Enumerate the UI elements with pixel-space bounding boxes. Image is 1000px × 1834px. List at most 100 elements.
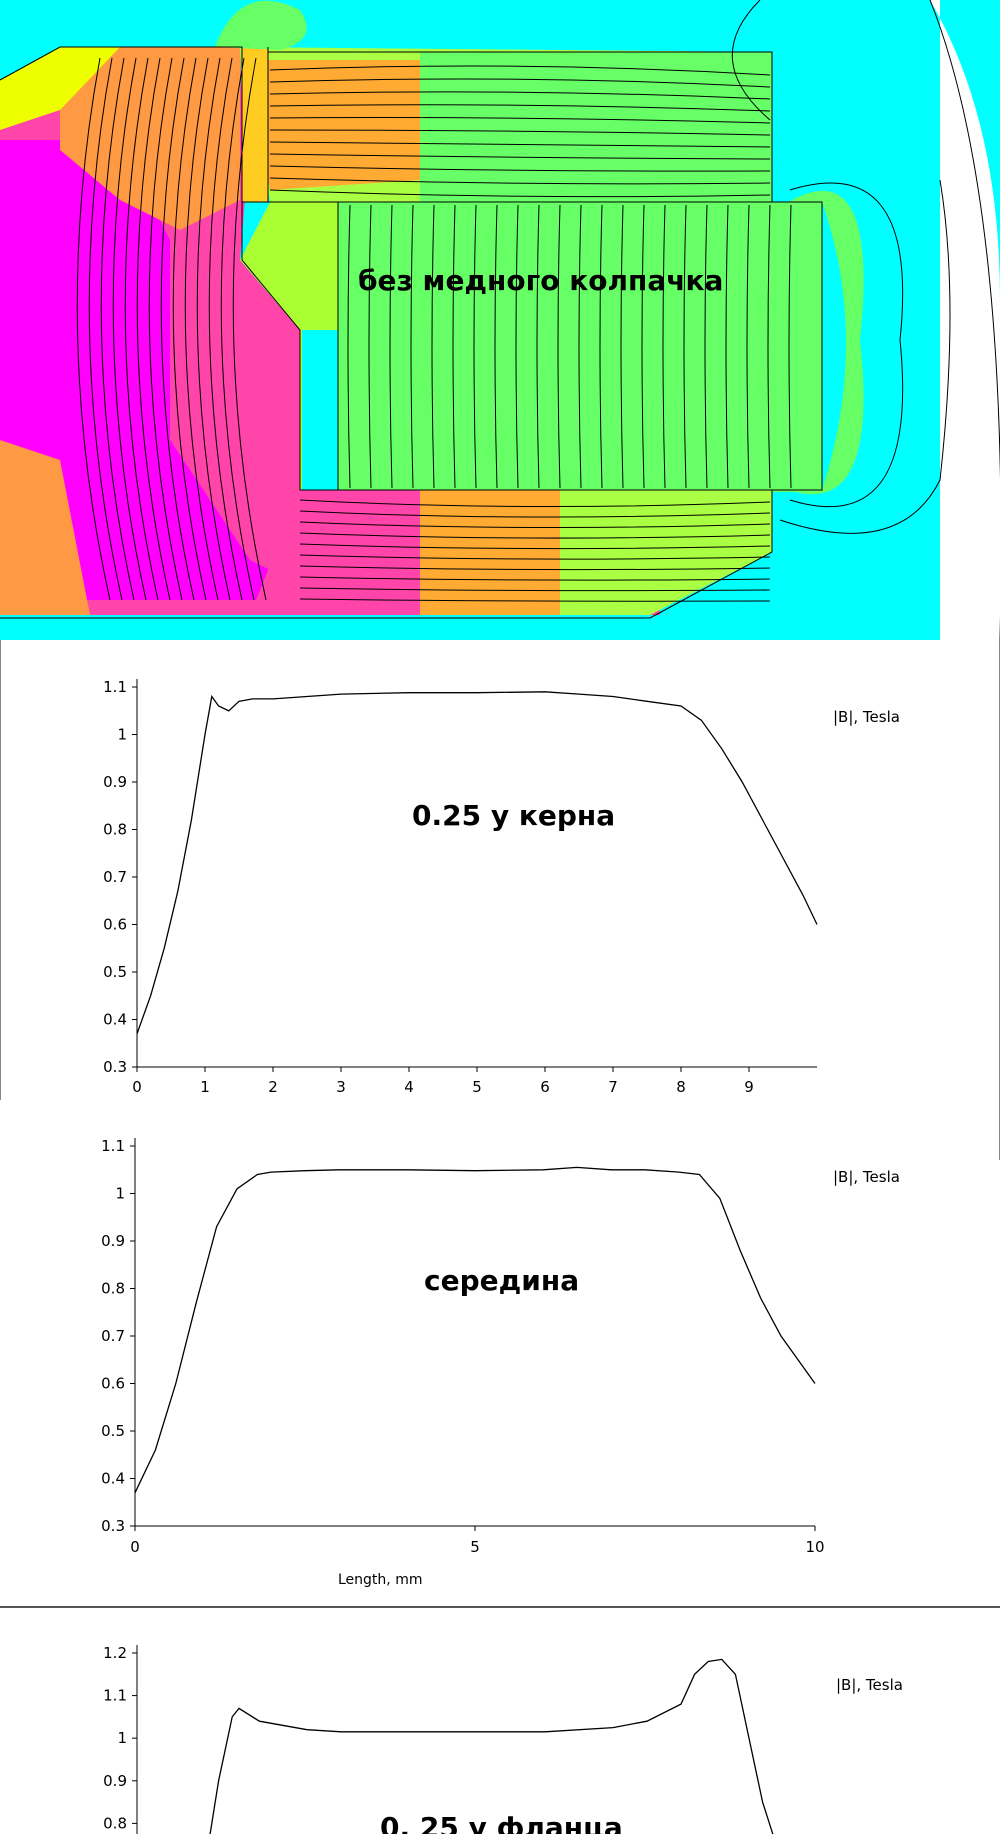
- magnet-region-magenta: [0, 140, 330, 600]
- flux-line-magnet: [124, 57, 159, 601]
- flux-line-lower: [299, 521, 771, 529]
- x-tick-label: 5: [472, 1078, 482, 1096]
- flux-line-core: [389, 204, 393, 489]
- flux-line-core: [473, 204, 477, 489]
- field-plot: без медного колпачка: [0, 0, 1000, 640]
- chart-near-core-series: [136, 691, 818, 1035]
- flux-line-upper: [269, 165, 771, 172]
- flux-line-core: [557, 204, 561, 489]
- section-separator: [0, 1606, 1000, 1608]
- flux-line-lower: [299, 543, 771, 550]
- y-tick-label: 0.8: [101, 1280, 125, 1298]
- flux-line-upper: [269, 117, 771, 124]
- y-tick-label: 0.3: [101, 1517, 125, 1535]
- top-bubble: [215, 0, 307, 50]
- flux-line-outer: [779, 179, 951, 534]
- chart-near-flange-legend: |B|, Tesla: [836, 1676, 903, 1694]
- x-tick-label: 10: [805, 1538, 824, 1556]
- right-bump-inner: [822, 202, 846, 490]
- flux-line-core: [347, 204, 351, 489]
- x-tick-label: 2: [268, 1078, 278, 1096]
- lower-channel-pink: [250, 490, 420, 615]
- flux-line-core: [725, 204, 729, 489]
- flux-line-lower: [299, 587, 771, 592]
- flux-line-core: [767, 204, 771, 489]
- x-tick-label: 1: [200, 1078, 210, 1096]
- flux-line-upper: [269, 129, 771, 136]
- chart-middle-axes: 0.3 0.4 0.5 0.6 0.7 0.8 0.9 1 1.1 0 5 10: [101, 1137, 824, 1556]
- y-tick-label: 0.6: [103, 916, 127, 934]
- upper-channel-green: [420, 52, 772, 202]
- flux-line-core: [683, 204, 687, 489]
- flux-line-magnet: [136, 57, 171, 601]
- flux-line-fringe: [789, 182, 904, 508]
- chart-middle: 0.3 0.4 0.5 0.6 0.7 0.8 0.9 1 1.1 0 5 10 |B|, Tesla…: [101, 1137, 900, 1588]
- series-line: [134, 1166, 816, 1494]
- y-tick-label: 0.9: [103, 1772, 127, 1790]
- flux-line-magnet: [196, 57, 231, 601]
- y-tick-label: 0.3: [103, 1058, 127, 1076]
- x-tick-label: 4: [404, 1078, 414, 1096]
- vertical-strip: [242, 47, 268, 202]
- x-tick-label: 0: [130, 1538, 140, 1556]
- y-tick-label: 1: [117, 1729, 127, 1747]
- chart-near-core-annotation: 0.25 у керна: [412, 799, 615, 832]
- x-tick-label: 3: [336, 1078, 346, 1096]
- flux-line-lower: [299, 532, 771, 539]
- flux-line-magnet: [112, 57, 147, 601]
- x-tick-label: 7: [608, 1078, 618, 1096]
- flux-line-top: [731, 0, 771, 121]
- flux-line-core: [599, 204, 603, 489]
- chart-middle-annotation: середина: [424, 1264, 579, 1297]
- y-tick-label: 0.5: [101, 1422, 125, 1440]
- series-line: [209, 1658, 774, 1834]
- flux-line-core: [431, 204, 435, 489]
- outer-boundary-line: [929, 0, 1000, 640]
- flux-line-upper: [269, 104, 771, 112]
- x-tick-label: 8: [676, 1078, 686, 1096]
- chart-middle-series: [134, 1166, 816, 1494]
- outer-boundary-arc: [930, 0, 1000, 640]
- flux-line-magnet: [172, 57, 207, 601]
- geometry-outline: [0, 46, 823, 619]
- flux-line-magnet: [184, 57, 219, 601]
- flux-line-upper: [269, 91, 771, 100]
- chart-middle-xlabel: Length, mm: [338, 1572, 422, 1588]
- x-tick-label: 0: [132, 1078, 142, 1096]
- y-tick-label: 0.5: [103, 963, 127, 981]
- flux-line-lower: [299, 598, 771, 602]
- flux-line-core: [494, 204, 498, 489]
- left-frame-line: [0, 640, 1, 1100]
- flux-line-core: [641, 204, 645, 489]
- flux-line-upper: [269, 65, 771, 76]
- flux-line-upper: [269, 177, 771, 185]
- flux-line-core: [452, 204, 456, 489]
- magnet-region-orange: [60, 47, 240, 230]
- flux-line-magnet: [148, 57, 183, 601]
- flux-line-magnet: [100, 57, 135, 601]
- flux-line-magnet: [160, 57, 195, 601]
- chart-near-core-axes: 0.3 0.4 0.5 0.6 0.7 0.8 0.9 1 1.1 0 1 2 3 4 5 6 7 8 9: [103, 678, 817, 1096]
- y-tick-label: 0.9: [103, 773, 127, 791]
- flux-line-upper: [269, 189, 771, 198]
- chart-near-flange-axes: 0.8 0.9 1 1.1 1.2: [103, 1644, 138, 1834]
- flux-line-lower: [299, 510, 771, 518]
- flux-line-lower: [299, 499, 771, 508]
- y-tick-label: 0.4: [103, 1011, 127, 1029]
- y-tick-label: 0.8: [103, 821, 127, 839]
- chart-near-flange: 0.8 0.9 1 1.1 1.2 |B|, Tesla 0. 25 у фланца: [103, 1644, 903, 1834]
- flux-line-core: [788, 204, 792, 489]
- flux-line-upper: [269, 141, 771, 148]
- flux-line-magnet: [232, 57, 267, 601]
- magnet-region-orange-2: [0, 440, 90, 615]
- y-tick-label: 1.2: [103, 1644, 127, 1662]
- flux-line-magnet: [76, 57, 111, 601]
- flux-line-core: [536, 204, 540, 489]
- flux-line-core: [515, 204, 519, 489]
- chart-near-flange-annotation: 0. 25 у фланца: [380, 1811, 623, 1834]
- flux-line-magnet: [88, 57, 123, 601]
- y-tick-label: 1: [115, 1185, 125, 1203]
- y-tick-label: 0.6: [101, 1375, 125, 1393]
- flux-line-core: [704, 204, 708, 489]
- chart-near-core-legend: |B|, Tesla: [833, 708, 900, 726]
